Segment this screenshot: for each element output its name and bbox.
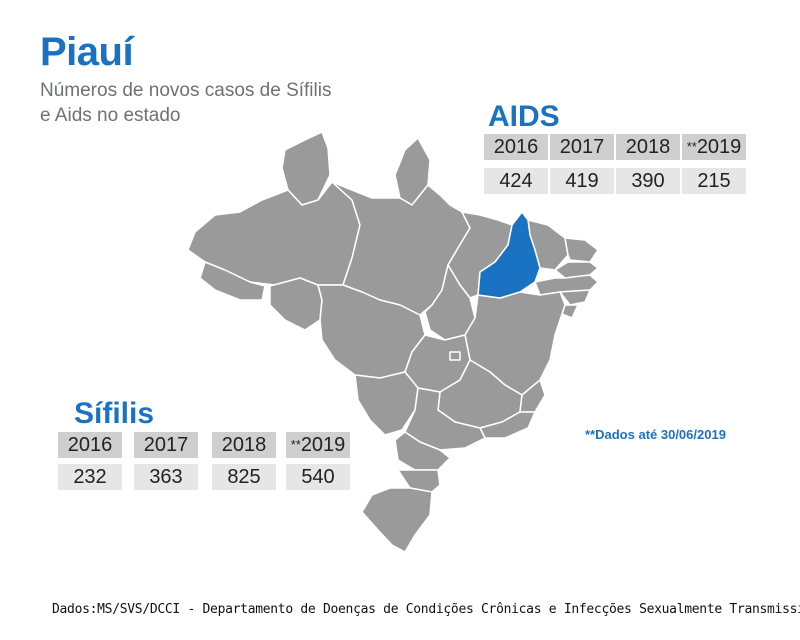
aids-year-2017: 2017 — [550, 134, 614, 160]
state-mato-grosso-do-sul — [354, 371, 419, 436]
state-rio-grande-do-norte — [564, 237, 599, 263]
state-parana — [394, 431, 451, 471]
sifilis-year-2016: 2016 — [58, 432, 122, 458]
state-piaui-highlight — [477, 211, 541, 299]
source-credit: Dados:MS/SVS/DCCI - Departamento de Doen… — [52, 602, 800, 617]
sifilis-title: Sífilis — [74, 397, 155, 430]
state-rio-grande-do-sul — [361, 487, 433, 553]
state-rondonia — [269, 277, 323, 331]
state-roraima — [281, 131, 331, 206]
sifilis-value-2018: 825 — [212, 464, 276, 490]
sifilis-value-2017: 363 — [134, 464, 198, 490]
aids-value-2017: 419 — [550, 168, 614, 194]
sifilis-year-2019-partial: **2019 — [286, 432, 350, 458]
state-distrito-federal — [449, 351, 461, 361]
state-acre — [199, 261, 266, 301]
state-espirito-santo — [519, 379, 546, 413]
sifilis-value-2019: 540 — [286, 464, 350, 490]
state-rio-de-janeiro — [479, 411, 536, 439]
sifilis-year-2018: 2018 — [212, 432, 276, 458]
page-title: Piauí — [40, 30, 134, 74]
aids-year-2019: 2019 — [696, 136, 742, 158]
aids-year-2019-partial: **2019 — [682, 134, 746, 160]
state-sao-paulo — [404, 387, 486, 451]
sifilis-year-2019: 2019 — [300, 434, 346, 456]
sifilis-value-2016: 232 — [58, 464, 122, 490]
aids-value-2018: 390 — [616, 168, 680, 194]
aids-year-2016: 2016 — [484, 134, 548, 160]
partial-marker: ** — [290, 437, 301, 452]
footnote-partial-data: **Dados até 30/06/2019 — [585, 427, 726, 442]
sifilis-year-2017: 2017 — [134, 432, 198, 458]
aids-value-2016: 424 — [484, 168, 548, 194]
partial-marker: ** — [686, 139, 697, 154]
aids-title: AIDS — [488, 100, 560, 133]
aids-value-2019: 215 — [682, 168, 746, 194]
page-subtitle: Números de novos casos de Sífilis e Aids… — [40, 80, 332, 126]
aids-year-2018: 2018 — [616, 134, 680, 160]
state-alagoas — [559, 289, 591, 306]
